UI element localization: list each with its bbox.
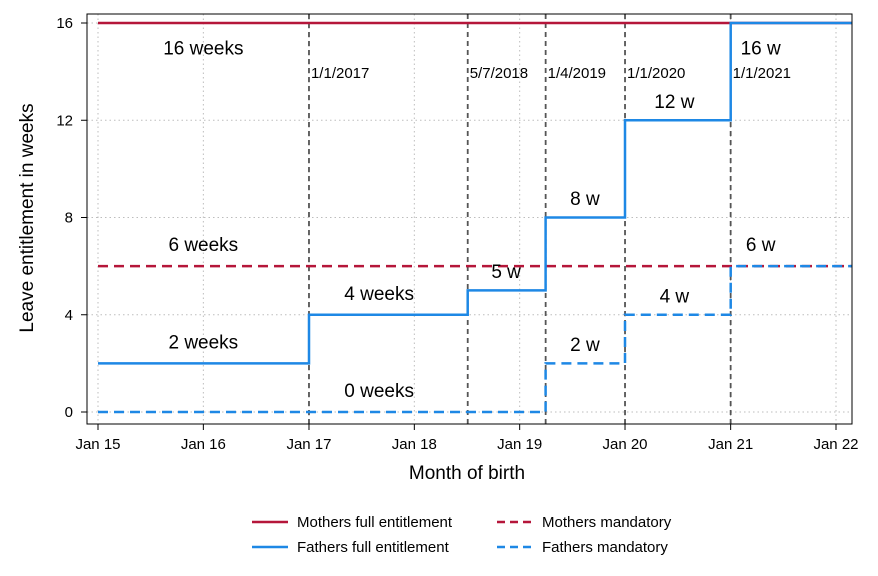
y-tick-label: 8 [65, 210, 73, 227]
step-annotation: 4 weeks [344, 284, 414, 305]
legend-label: Mothers mandatory [542, 514, 672, 531]
plot-frame [86, 13, 853, 425]
step-annotation: 6 weeks [168, 235, 238, 256]
y-tick-label: 16 [56, 15, 73, 32]
x-tick-label: Jan 15 [75, 436, 120, 453]
step-annotation: 16 weeks [163, 38, 243, 59]
step-annotation: 5 w [491, 262, 521, 283]
x-tick-label: Jan 16 [181, 436, 226, 453]
legend-label: Fathers full entitlement [297, 539, 450, 556]
step-annotation: 8 w [570, 189, 600, 210]
x-tick-label: Jan 20 [602, 436, 647, 453]
series-layer [98, 21, 852, 414]
policy-date-lines: 1/1/2017 5/7/2018 1/4/2019 1/1/2020 1/1/2021 [308, 14, 791, 424]
step-annotation: 6 w [746, 235, 776, 256]
y-tick-label: 4 [65, 307, 73, 324]
policy-date-label: 5/7/2018 [470, 65, 528, 82]
annotations-layer: 16 weeks 6 weeks 2 weeks 4 weeks 0 weeks 5 w 8… [163, 38, 781, 402]
y-tick-label: 12 [56, 112, 73, 129]
x-axis-title: Month of birth [409, 463, 525, 484]
step-annotation: 0 weeks [344, 381, 414, 402]
step-annotation: 4 w [660, 286, 690, 307]
step-annotation: 2 weeks [168, 332, 238, 353]
x-tick-label: Jan 19 [497, 436, 542, 453]
step-annotation: 2 w [570, 335, 600, 356]
step-annotation: 16 w [741, 38, 781, 59]
policy-date-label: 1/1/2017 [311, 65, 369, 82]
series-line [98, 264, 852, 414]
x-tick-label: Jan 22 [813, 436, 858, 453]
legend: Mothers full entitlement Mothers mandator… [252, 514, 672, 556]
x-tick-label: Jan 17 [286, 436, 331, 453]
axes-layer: Jan 15 Jan 16 Jan 17 Jan 18 Jan 19 Jan 20 Jan … [56, 13, 859, 453]
policy-date-label: 1/1/2021 [733, 65, 791, 82]
legend-label: Mothers full entitlement [297, 514, 453, 531]
legend-label: Fathers mandatory [542, 539, 668, 556]
x-tick-label: Jan 18 [392, 436, 437, 453]
x-tick-label: Jan 21 [708, 436, 753, 453]
y-tick-label: 0 [65, 404, 73, 421]
policy-date-label: 1/1/2020 [627, 65, 685, 82]
policy-date-label: 1/4/2019 [548, 65, 606, 82]
y-axis-title: Leave entitlement in weeks [17, 103, 38, 332]
step-annotation: 12 w [654, 92, 694, 113]
series-line [98, 21, 852, 365]
